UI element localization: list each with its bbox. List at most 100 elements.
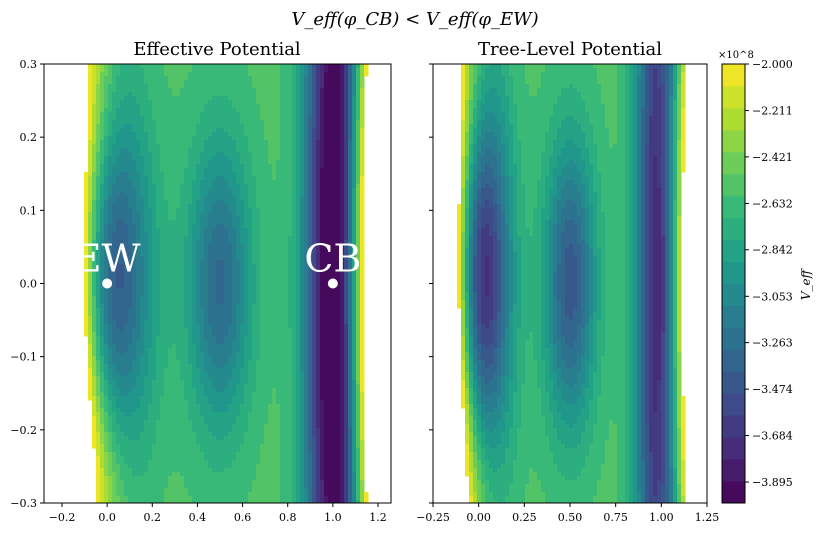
contour-cell xyxy=(280,200,285,205)
contour-cell xyxy=(300,216,305,221)
contour-cell xyxy=(132,320,137,325)
contour-cell xyxy=(152,244,157,249)
contour-cell xyxy=(212,272,217,277)
contour-cell xyxy=(88,140,93,145)
contour-cell xyxy=(136,164,141,169)
contour-cell xyxy=(256,272,261,277)
contour-cell xyxy=(352,104,357,109)
contour-cell xyxy=(284,216,289,221)
contour-cell xyxy=(84,200,89,205)
contour-cell xyxy=(84,196,89,201)
contour-cell xyxy=(352,136,357,141)
contour-cell xyxy=(140,316,145,321)
contour-cell xyxy=(188,268,193,273)
contour-cell xyxy=(304,284,309,289)
contour-cell xyxy=(220,160,225,165)
contour-cell xyxy=(268,156,273,161)
contour-cell xyxy=(292,232,297,237)
contour-cell xyxy=(184,148,189,153)
contour-cell xyxy=(176,132,181,137)
contour-cell xyxy=(92,308,97,313)
contour-cell xyxy=(284,224,289,229)
contour-cell xyxy=(288,148,293,153)
contour-cell xyxy=(212,252,217,257)
contour-cell xyxy=(248,184,253,189)
contour-cell xyxy=(188,264,193,269)
contour-cell xyxy=(120,140,125,145)
contour-cell xyxy=(288,312,293,317)
contour-cell xyxy=(272,152,277,157)
contour-cell xyxy=(152,128,157,133)
contour-cell xyxy=(168,232,173,237)
contour-cell xyxy=(204,112,209,117)
contour-cell xyxy=(252,72,257,77)
contour-cell xyxy=(116,244,121,249)
contour-cell xyxy=(208,192,213,197)
contour-cell xyxy=(352,276,357,281)
contour-cell xyxy=(204,204,209,209)
contour-cell xyxy=(128,216,133,221)
contour-cell xyxy=(124,320,129,325)
contour-cell xyxy=(304,228,309,233)
contour-cell xyxy=(140,116,145,121)
contour-cell xyxy=(360,312,365,317)
contour-cell xyxy=(288,280,293,285)
contour-cell xyxy=(124,80,129,85)
contour-cell xyxy=(328,148,333,153)
contour-cell xyxy=(184,216,189,221)
contour-cell xyxy=(136,156,141,161)
contour-cell xyxy=(248,116,253,121)
contour-cell xyxy=(128,320,133,325)
contour-cell xyxy=(152,88,157,93)
contour-cell xyxy=(152,200,157,205)
contour-cell xyxy=(256,332,261,337)
contour-cell xyxy=(140,212,145,217)
contour-cell xyxy=(136,276,141,281)
contour-cell xyxy=(160,224,165,229)
contour-cell xyxy=(252,148,257,153)
contour-cell xyxy=(168,64,173,69)
contour-cell xyxy=(148,324,153,329)
contour-cell xyxy=(172,200,177,205)
contour-cell xyxy=(144,208,149,213)
contour-cell xyxy=(148,272,153,277)
contour-cell xyxy=(300,148,305,153)
contour-cell xyxy=(152,268,157,273)
contour-cell xyxy=(276,96,281,101)
contour-cell xyxy=(256,188,261,193)
contour-cell xyxy=(284,304,289,309)
contour-cell xyxy=(160,336,165,341)
contour-cell xyxy=(88,64,93,69)
contour-cell xyxy=(252,312,257,317)
contour-cell xyxy=(144,232,149,237)
contour-cell xyxy=(172,336,177,341)
contour-cell xyxy=(328,208,333,213)
contour-cell xyxy=(344,340,349,345)
contour-cell xyxy=(240,76,245,81)
contour-cell xyxy=(308,284,313,289)
contour-cell xyxy=(144,64,149,69)
contour-cell xyxy=(172,316,177,321)
contour-cell xyxy=(240,236,245,241)
contour-cell xyxy=(308,260,313,265)
contour-cell xyxy=(156,64,161,69)
contour-cell xyxy=(284,68,289,73)
contour-cell xyxy=(140,192,145,197)
contour-cell xyxy=(324,176,329,181)
contour-cell xyxy=(264,88,269,93)
contour-cell xyxy=(344,116,349,121)
contour-cell xyxy=(344,292,349,297)
contour-cell xyxy=(236,244,241,249)
contour-cell xyxy=(224,88,229,93)
contour-cell xyxy=(256,164,261,169)
contour-cell xyxy=(164,72,169,77)
contour-cell xyxy=(100,184,105,189)
contour-cell xyxy=(216,72,221,77)
contour-cell xyxy=(304,164,309,169)
contour-cell xyxy=(172,216,177,221)
contour-cell xyxy=(336,244,341,249)
contour-cell xyxy=(320,72,325,77)
contour-cell xyxy=(164,320,169,325)
contour-cell xyxy=(320,68,325,73)
contour-cell xyxy=(184,136,189,141)
